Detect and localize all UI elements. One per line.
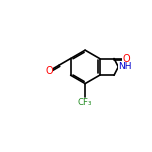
Text: CF₃: CF₃ (78, 98, 92, 107)
Text: O: O (122, 54, 130, 64)
Text: NH: NH (118, 62, 132, 71)
Text: O: O (45, 66, 53, 76)
